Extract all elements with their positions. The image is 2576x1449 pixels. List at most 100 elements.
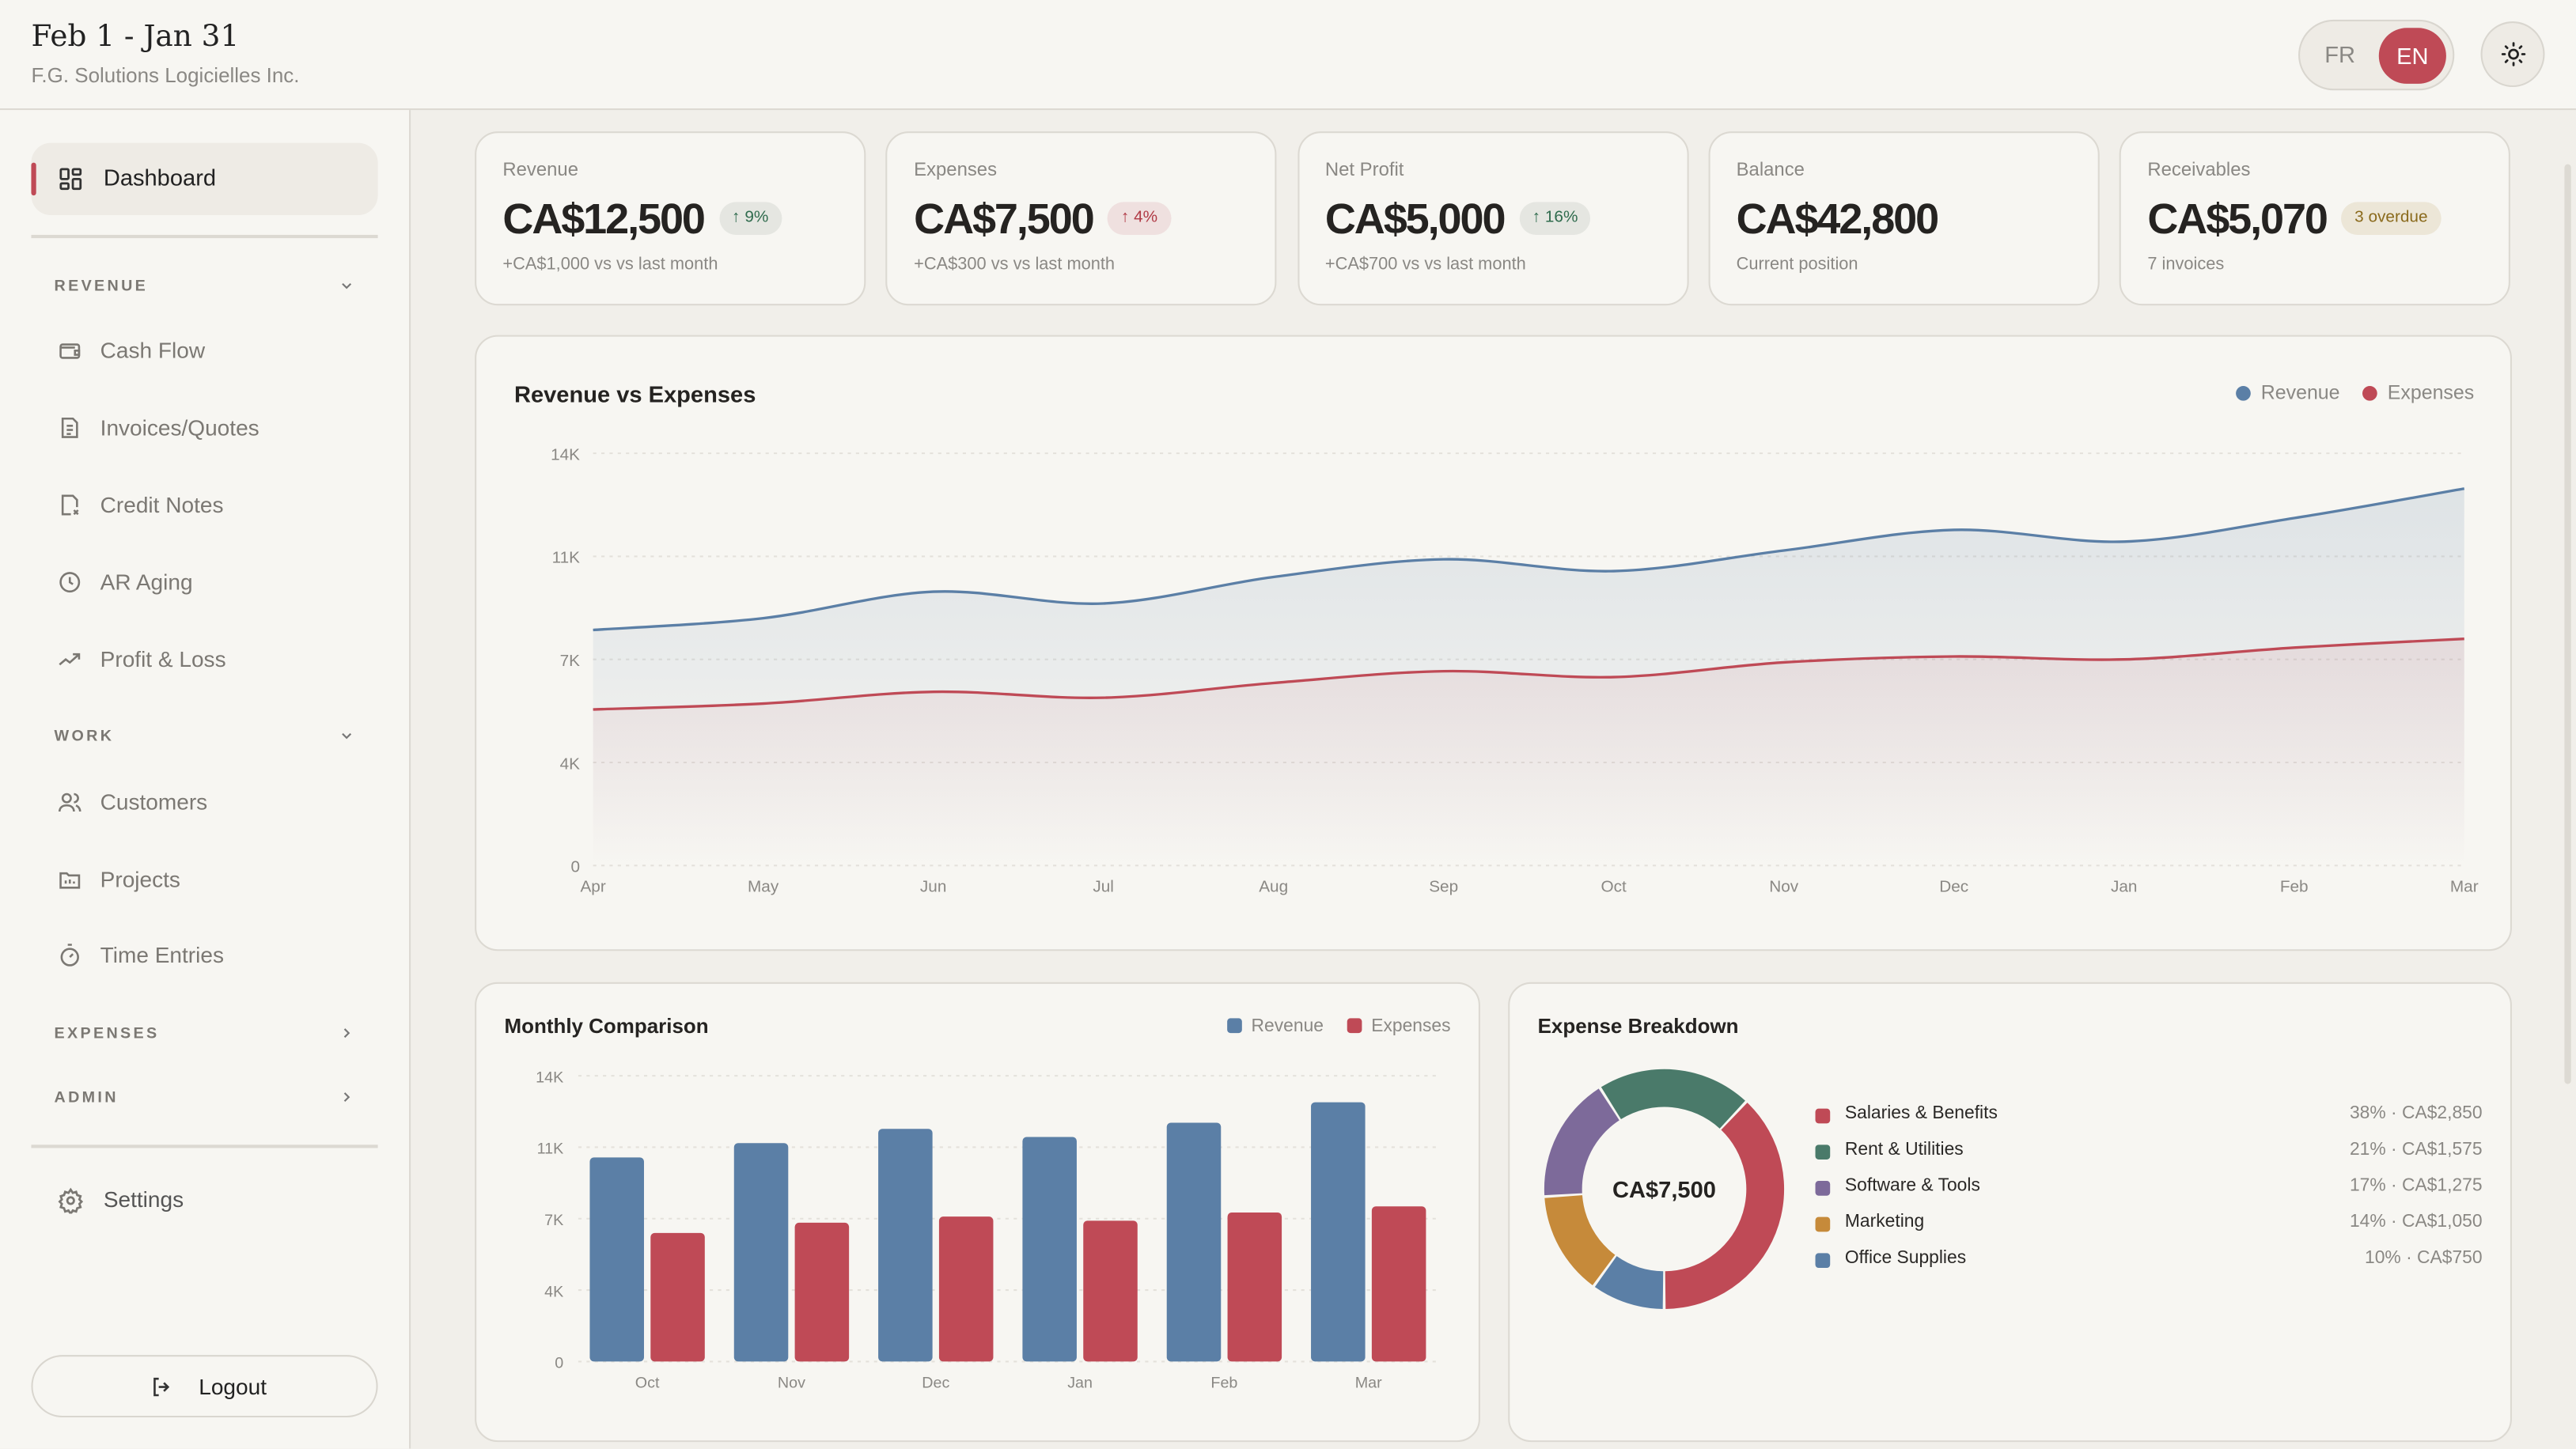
sidebar-item-time-entries[interactable]: Time Entries	[31, 926, 377, 986]
lang-fr-button[interactable]: FR	[2324, 40, 2356, 68]
legend-row: Software & Tools 17% · CA$1,275	[1815, 1175, 2483, 1202]
sidebar-item-label: Time Entries	[100, 942, 224, 968]
kpi-title: Receivables	[2147, 161, 2251, 181]
divider	[31, 1144, 378, 1148]
folder-chart-icon	[59, 872, 81, 889]
sidebar-item-projects[interactable]: Projects	[31, 851, 377, 910]
chart-title: Expense Breakdown	[1537, 1015, 1739, 1039]
sidebar-item-settings[interactable]: Settings	[31, 1171, 377, 1231]
kpi-value-row: CA$12,500 ↑ 9%	[502, 192, 847, 244]
section-label: ADMIN	[54, 1088, 119, 1107]
kpi-value-row: CA$7,500 ↑ 4%	[914, 192, 1259, 244]
sidebar-item-label: Profit & Loss	[100, 647, 226, 672]
logout-icon	[153, 1377, 170, 1397]
legend-expenses: Expenses	[1347, 1016, 1451, 1036]
top-header: Feb 1 - Jan 31 F.G. Solutions Logicielle…	[0, 0, 2576, 111]
section-label: EXPENSES	[54, 1024, 160, 1043]
logout-button[interactable]: Logout	[31, 1355, 378, 1418]
kpi-title: Expenses	[914, 161, 998, 181]
date-range-title[interactable]: Feb 1 - Jan 31	[31, 19, 240, 55]
lang-en-button[interactable]: EN	[2378, 28, 2446, 84]
chevron-down-icon	[342, 282, 352, 289]
kpi-value: CA$5,070	[2147, 194, 2328, 244]
section-label: WORK	[54, 727, 115, 746]
legend-expenses: Expenses	[2362, 381, 2474, 404]
chart-legend: Revenue Expenses	[2236, 381, 2474, 404]
section-label: REVENUE	[54, 277, 149, 296]
kpi-subtext: 7 invoices	[2147, 254, 2225, 274]
kpi-subtext: +CA$300 vs vs last month	[914, 254, 1116, 274]
category-name: Office Supplies	[1844, 1248, 1967, 1269]
gear-icon	[58, 1187, 84, 1214]
sidebar: Dashboard REVENUE Cash Flow Invoices/Quo…	[0, 110, 411, 1449]
kpi-badge: ↑ 4%	[1108, 202, 1171, 235]
scrollbar[interactable]	[2564, 164, 2571, 1084]
chart-title: Monthly Comparison	[504, 1015, 709, 1039]
kpi-subtext: Current position	[1736, 254, 1858, 274]
category-value: 21% · CA$1,575	[2349, 1140, 2483, 1160]
legend-row: Marketing 14% · CA$1,050	[1815, 1212, 2483, 1238]
section-expenses[interactable]: EXPENSES	[55, 1025, 358, 1043]
kpi-value: CA$5,000	[1324, 194, 1506, 244]
sidebar-item-ar-aging[interactable]: AR Aging	[31, 554, 377, 613]
sidebar-item-dashboard[interactable]: Dashboard	[31, 142, 378, 216]
divider	[31, 234, 378, 238]
timer-icon	[60, 944, 79, 967]
legend-row: Rent & Utilities 21% · CA$1,575	[1815, 1140, 2483, 1166]
chart-legend: Revenue Expenses	[1226, 1016, 1451, 1036]
legend-row: Office Supplies 10% · CA$750	[1815, 1248, 2483, 1274]
kpi-badge: 3 overdue	[2341, 202, 2442, 235]
kpi-subtext: +CA$1,000 vs vs last month	[502, 254, 718, 274]
kpi-title: Revenue	[502, 161, 579, 181]
kpi-card-expenses: Expenses CA$7,500 ↑ 4% +CA$300 vs vs las…	[885, 131, 1278, 306]
wallet-icon	[59, 343, 81, 359]
language-toggle[interactable]: FR EN	[2298, 19, 2455, 91]
chevron-right-icon	[343, 1092, 350, 1103]
kpi-value-row: CA$5,000 ↑ 16%	[1325, 192, 1670, 244]
kpi-card-revenue: Revenue CA$12,500 ↑ 9% +CA$1,000 vs vs l…	[475, 131, 866, 306]
category-value: 17% · CA$1,275	[2349, 1175, 2483, 1196]
kpi-value-row: CA$42,800	[1737, 192, 2082, 244]
kpi-card-balance: Balance CA$42,800 Current position	[1708, 131, 2100, 306]
sidebar-item-profit-loss[interactable]: Profit & Loss	[31, 630, 377, 690]
dashboard-grid-icon	[59, 168, 82, 191]
kpi-value: CA$7,500	[914, 194, 1095, 244]
sidebar-item-credit-notes[interactable]: Credit Notes	[31, 476, 377, 535]
legend-row: Salaries & Benefits 38% · CA$2,850	[1815, 1103, 2483, 1129]
revenue-vs-expenses-card: Revenue vs Expenses Revenue Expenses	[475, 335, 2512, 951]
legend-swatch	[1815, 1216, 1831, 1232]
category-value: 14% · CA$1,050	[2349, 1212, 2483, 1232]
monthly-comparison-card: Monthly Comparison Revenue Expenses	[475, 982, 1480, 1443]
sidebar-item-label: Invoices/Quotes	[100, 415, 259, 441]
legend-swatch	[1815, 1108, 1831, 1124]
sidebar-item-label: Dashboard	[103, 164, 217, 191]
kpi-title: Balance	[1736, 161, 1805, 181]
chart-title: Revenue vs Expenses	[513, 380, 756, 407]
section-revenue[interactable]: REVENUE	[55, 278, 358, 296]
category-name: Marketing	[1844, 1212, 1925, 1232]
file-x-icon	[61, 494, 79, 516]
sidebar-item-cash-flow[interactable]: Cash Flow	[31, 322, 377, 381]
document-icon	[61, 417, 78, 438]
theme-toggle-button[interactable]	[2480, 21, 2545, 88]
sun-icon	[2500, 42, 2525, 66]
sidebar-item-label: Credit Notes	[100, 492, 224, 518]
users-icon	[58, 793, 81, 812]
legend-swatch	[1815, 1181, 1831, 1196]
clock-icon	[59, 572, 81, 593]
sidebar-item-customers[interactable]: Customers	[31, 774, 377, 833]
category-name: Salaries & Benefits	[1844, 1103, 1998, 1124]
sidebar-item-label: Cash Flow	[100, 338, 206, 363]
sidebar-item-invoices-quotes[interactable]: Invoices/Quotes	[31, 399, 377, 459]
section-admin[interactable]: ADMIN	[55, 1089, 358, 1107]
logout-label: Logout	[199, 1375, 267, 1400]
kpi-badge: ↑ 16%	[1519, 202, 1592, 235]
kpi-title: Net Profit	[1324, 161, 1404, 181]
category-value: 10% · CA$750	[2365, 1248, 2483, 1269]
chevron-right-icon	[343, 1028, 350, 1039]
kpi-card-receivables: Receivables CA$5,070 3 overdue 7 invoice…	[2120, 131, 2511, 306]
category-value: 38% · CA$2,850	[2349, 1103, 2483, 1124]
trending-up-icon	[59, 653, 81, 666]
section-work[interactable]: WORK	[55, 728, 358, 746]
